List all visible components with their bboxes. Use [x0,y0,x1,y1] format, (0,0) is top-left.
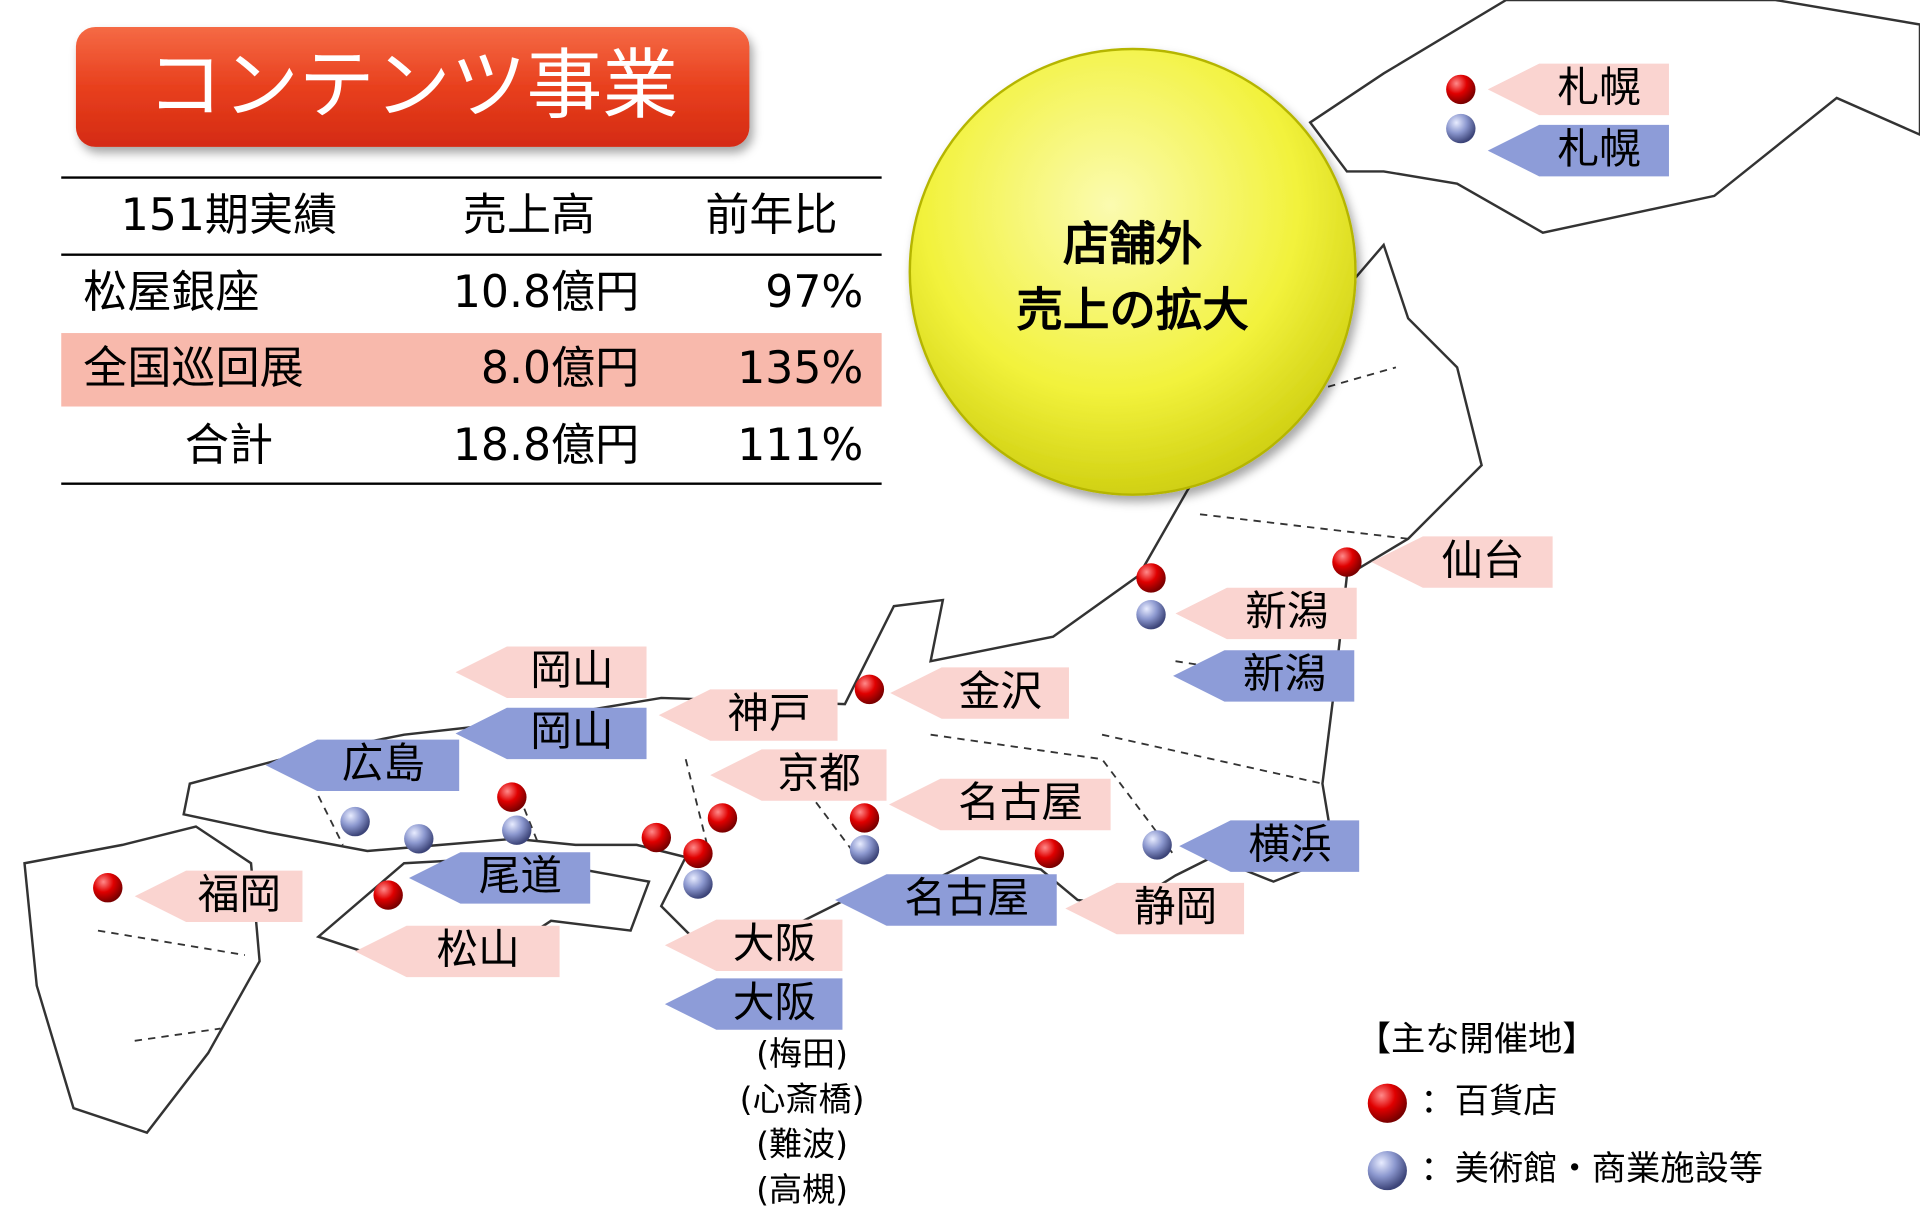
store-dot [497,782,527,812]
table-header: 売上高 [463,190,595,241]
label-tag [1371,536,1553,588]
label-tag [710,749,887,801]
label-tag [890,667,1069,719]
table-cell: 135% [737,343,863,394]
venue-dot [849,835,880,865]
venue-dot [502,815,532,845]
table-cell: 111% [737,420,863,471]
store-dot [854,674,885,705]
label-tag [658,689,838,741]
store-dot [683,838,713,869]
label-tag [408,852,591,904]
label-tag [1487,63,1669,116]
location-label: 札幌 [1558,63,1641,112]
location-label: 名古屋 [958,778,1083,827]
label-tag [1175,587,1357,640]
osaka-venue: (難波) [756,1125,848,1164]
location-label: 新潟 [1243,649,1326,698]
legend-marker [1367,1151,1407,1191]
venue-dot [1136,599,1166,630]
venue-dot [683,869,713,899]
store-dot [1332,547,1362,577]
location-label: 横浜 [1248,819,1331,868]
label-tag [455,707,647,760]
label-tag [664,978,843,1030]
location-label: 名古屋 [904,873,1029,922]
venue-dot [340,806,370,837]
location-label: 岡山 [530,645,613,694]
venue-dot [404,824,434,854]
legend-title: 【主な開催地】 [1357,1019,1597,1059]
label-tag [835,874,1057,926]
label-tag [664,919,843,972]
highlight-circle [908,47,1357,496]
store-dot [1034,838,1065,869]
location-label: 仙台 [1441,535,1524,584]
store-dot [849,803,880,833]
label-tag [1487,124,1669,177]
highlight-line: 店舗外 [1063,217,1203,271]
store-dot [93,873,123,903]
label-tag [1173,650,1355,702]
location-label: 神戸 [727,688,810,737]
table-header: 151期実績 [121,190,337,241]
legend-item: ：美術館・商業施設等 [1420,1149,1763,1189]
location-label: 静岡 [1134,882,1217,931]
table-cell: 合計 [185,420,273,471]
map-dots [93,74,1476,910]
osaka-venue: (梅田) [756,1034,848,1073]
venue-dot [1446,113,1476,144]
location-label: 松山 [437,925,520,974]
store-dot [707,803,738,833]
store-dot [1136,563,1166,593]
title: コンテンツ事業 [147,42,678,130]
table-cell: 10.8億円 [453,267,639,318]
table-cell: 18.8億円 [453,420,639,471]
location-label: 岡山 [530,707,613,756]
location-label: 尾道 [479,851,562,900]
label-tag [355,925,560,978]
label-tag [265,739,460,792]
osaka-venue: (高槻) [756,1170,848,1209]
location-label: 福岡 [198,870,281,919]
label-tag [134,870,303,923]
table-cell: 97% [765,267,863,318]
location-label: 新潟 [1245,587,1328,636]
store-dot [1446,74,1476,105]
table-cell: 8.0億円 [481,343,639,394]
legend-marker [1367,1083,1407,1123]
title-banner [75,26,750,147]
location-label: 大阪 [733,977,816,1026]
store-dot [641,822,672,853]
location-label: 広島 [342,739,425,788]
table-cell: 松屋銀座 [83,267,259,318]
store-dot [373,880,403,910]
label-tag [1179,820,1360,872]
location-label: 札幌 [1558,124,1641,173]
label-tag [455,646,647,698]
highlight-line: 売上の拡大 [1016,283,1249,337]
osaka-venue: (心斎橋) [740,1079,865,1118]
row-highlight [61,333,882,407]
label-tag [1065,882,1245,935]
table-cell: 全国巡回展 [83,343,303,394]
legend-item: ：百貨店 [1420,1082,1557,1122]
table-header: 前年比 [705,190,837,241]
venue-dot [1142,830,1172,860]
label-tag [888,778,1111,831]
location-label: 京都 [778,748,861,797]
location-label: 金沢 [959,666,1042,715]
location-label: 大阪 [733,919,816,968]
